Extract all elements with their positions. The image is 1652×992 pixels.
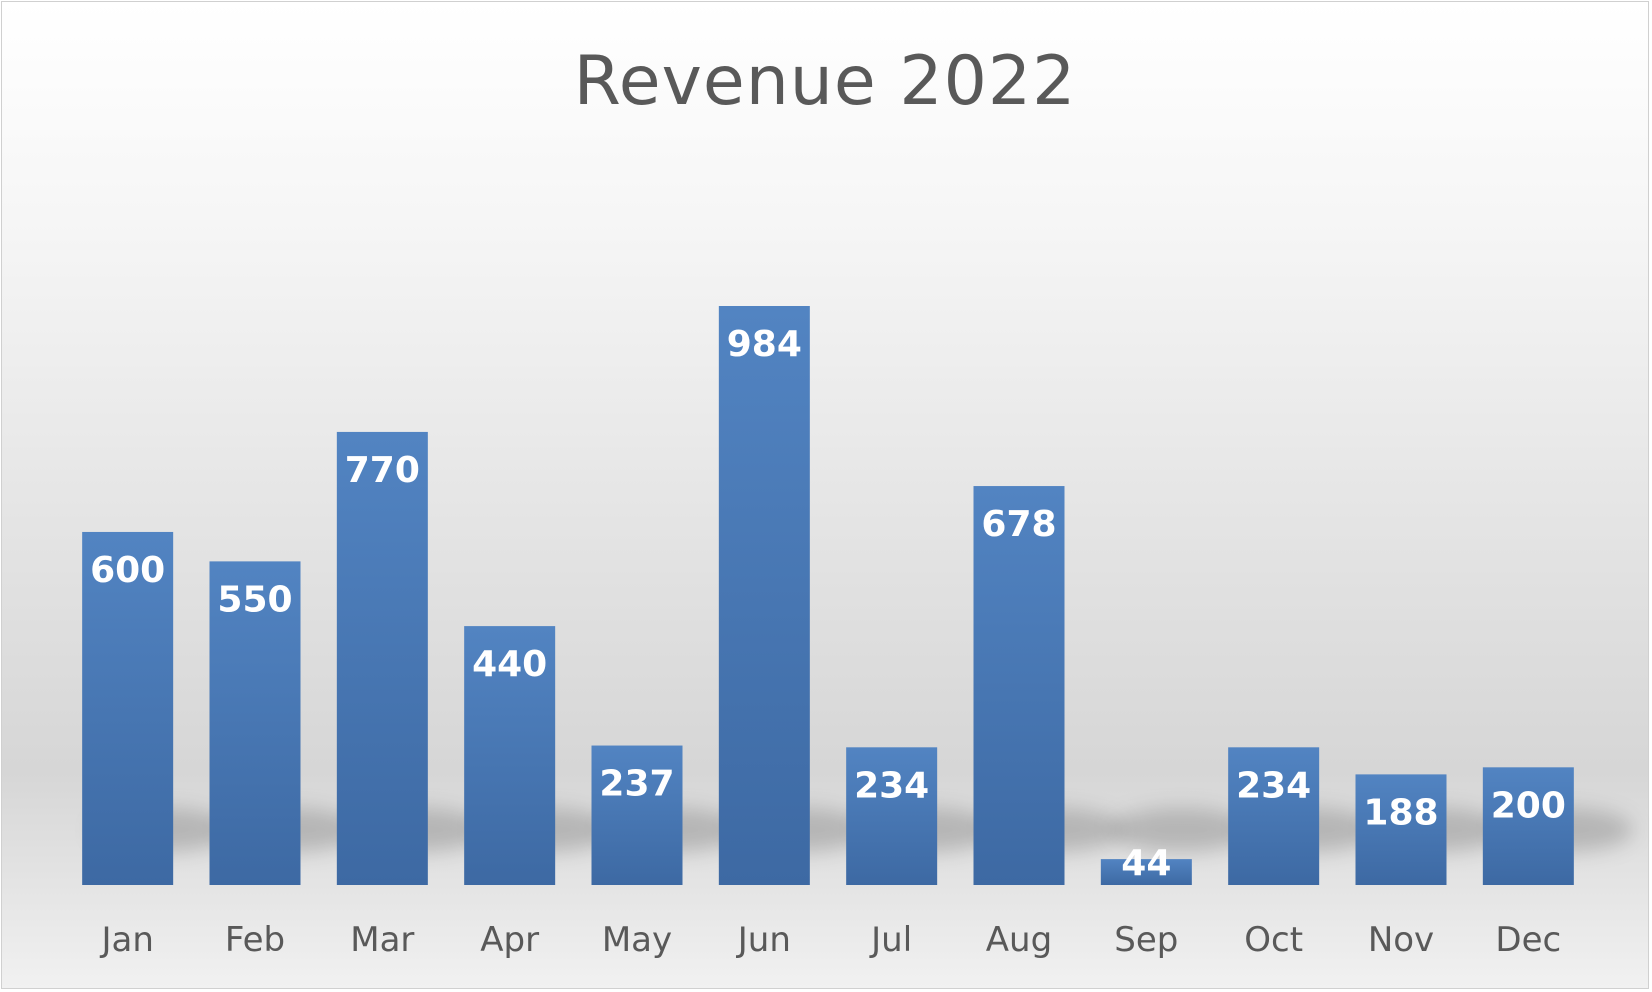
tick-label-jan: Jan xyxy=(99,920,153,960)
tick-label-apr: Apr xyxy=(480,920,539,960)
bars xyxy=(82,306,1574,885)
data-label-jun: 984 xyxy=(727,324,802,365)
data-label-aug: 678 xyxy=(981,504,1056,545)
data-labels: 600 550 770 440 237 984 234 678 44 234 188 200 xyxy=(90,324,1566,884)
data-label-may: 237 xyxy=(599,764,674,805)
tick-label-jun: Jun xyxy=(736,920,791,960)
bar-jun xyxy=(718,306,810,885)
tick-label-mar: Mar xyxy=(350,920,414,960)
bar-mar xyxy=(336,431,428,885)
bar-aug xyxy=(973,486,1065,885)
tick-label-nov: Nov xyxy=(1368,920,1434,960)
data-label-sep: 44 xyxy=(1121,843,1171,884)
tick-label-may: May xyxy=(602,920,672,960)
bar-jul xyxy=(846,747,938,885)
bar-shadow-sep xyxy=(1111,808,1252,852)
data-label-mar: 770 xyxy=(345,450,420,491)
bar-sep xyxy=(1100,859,1192,885)
data-label-jul: 234 xyxy=(854,765,929,806)
bar-apr xyxy=(464,626,556,885)
tick-label-dec: Dec xyxy=(1495,920,1561,960)
chart-title: Revenue 2022 xyxy=(573,42,1077,121)
bar-jan xyxy=(82,531,174,885)
data-label-jan: 600 xyxy=(90,550,165,591)
bar-nov xyxy=(1355,774,1447,885)
bar-may xyxy=(591,745,683,885)
tick-label-jul: Jul xyxy=(869,920,912,960)
bar-oct xyxy=(1228,747,1320,885)
data-label-nov: 188 xyxy=(1363,792,1438,833)
bar-feb xyxy=(209,561,301,885)
data-label-dec: 200 xyxy=(1491,785,1566,826)
data-label-feb: 550 xyxy=(217,579,292,620)
x-axis-tick-labels: Jan Feb Mar Apr May Jun Jul Aug Sep Oct Nov Dec xyxy=(99,920,1561,960)
tick-label-feb: Feb xyxy=(225,920,285,960)
tick-label-aug: Aug xyxy=(986,920,1052,960)
tick-label-oct: Oct xyxy=(1244,920,1303,960)
data-label-oct: 234 xyxy=(1236,765,1311,806)
data-label-apr: 440 xyxy=(472,644,547,685)
bar-dec xyxy=(1482,767,1574,885)
tick-label-sep: Sep xyxy=(1114,920,1178,960)
